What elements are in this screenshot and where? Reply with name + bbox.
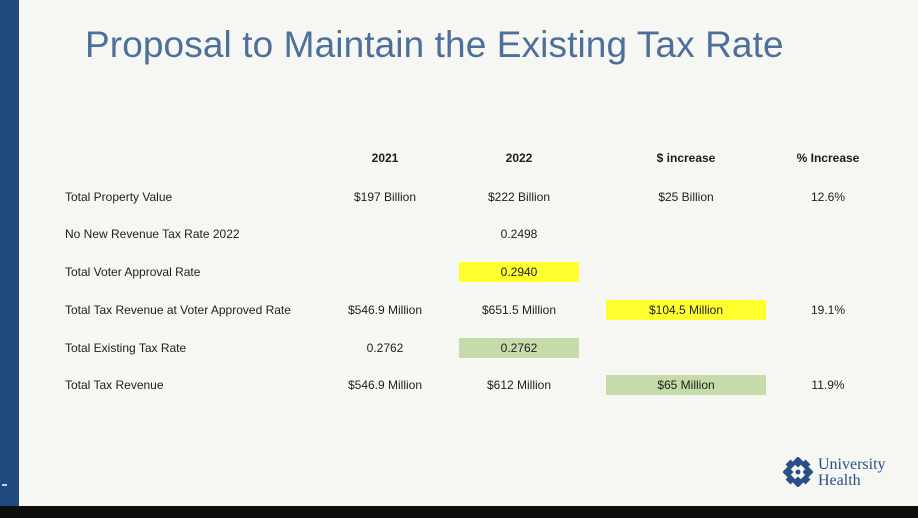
cell-2022-highlighted: 0.2940 [459, 262, 579, 282]
column-header-2022: 2022 [505, 151, 533, 165]
cell-2022: 0.2498 [500, 227, 538, 241]
column-header-percent-increase: % Increase [796, 151, 860, 165]
cell-percent-increase: 12.6% [810, 190, 846, 204]
cell-2021: 0.2762 [366, 341, 404, 355]
cell-percent-increase: 19.1% [810, 303, 846, 317]
cell-2022: $222 Billion [487, 190, 551, 204]
row-label: Total Property Value [65, 190, 173, 204]
cell-dollar-increase-highlighted: $65 Million [606, 375, 766, 395]
slide-title: Proposal to Maintain the Existing Tax Ra… [85, 24, 784, 65]
column-header-2021: 2021 [371, 151, 399, 165]
university-health-logo: University Health [783, 453, 903, 493]
cell-2022: $612 Million [486, 378, 552, 392]
row-label: Total Tax Revenue [65, 378, 164, 392]
bottom-strip [0, 506, 918, 518]
logo-text-line-1: University [818, 456, 886, 473]
column-header-dollar-increase: $ increase [656, 151, 716, 165]
cell-2021: $546.9 Million [347, 378, 423, 392]
cell-2022-highlighted: 0.2762 [459, 338, 579, 358]
cell-dollar-increase: $25 Billion [658, 190, 714, 204]
slide: Proposal to Maintain the Existing Tax Ra… [19, 0, 918, 506]
row-label: Total Voter Approval Rate [65, 265, 201, 279]
row-label: Total Existing Tax Rate [65, 341, 187, 355]
left-accent-bar [0, 0, 19, 506]
cell-dollar-increase-highlighted: $104.5 Million [606, 300, 766, 320]
cell-percent-increase: 11.9% [811, 378, 845, 392]
cell-2022: $651.5 Million [481, 303, 557, 317]
university-health-emblem-icon [783, 457, 813, 487]
logo-text-line-2: Health [818, 472, 861, 489]
cell-2021: $546.9 Million [347, 303, 423, 317]
row-label: Total Tax Revenue at Voter Approved Rate [65, 303, 291, 317]
accent-mark [2, 484, 7, 486]
cell-2021: $197 Billion [353, 190, 417, 204]
row-label: No New Revenue Tax Rate 2022 [65, 227, 240, 241]
